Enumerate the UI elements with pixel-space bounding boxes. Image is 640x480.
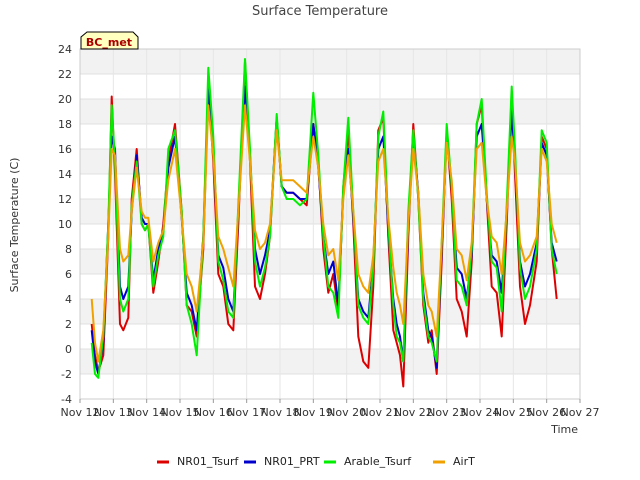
y-tick-label: -2 [61, 368, 72, 381]
x-tick-label: Nov 12 [61, 406, 100, 419]
series-layer [90, 58, 558, 388]
y-tick-label: -4 [61, 393, 72, 406]
y-tick-label: 22 [58, 68, 72, 81]
y-tick-label: 18 [58, 118, 72, 131]
x-tick-label: Nov 16 [194, 406, 233, 419]
x-axis-title: Time [550, 423, 578, 436]
series-line-arable-tsurf [90, 58, 558, 379]
y-tick-label: 24 [58, 43, 72, 56]
x-tick-label: Nov 15 [161, 406, 200, 419]
y-tick-label: 0 [65, 343, 72, 356]
chart-title: Surface Temperature [252, 4, 388, 19]
x-tick-label: Nov 21 [361, 406, 400, 419]
y-axis-title: Surface Temperature (C) [8, 158, 21, 293]
x-tick-label: Nov 25 [494, 406, 533, 419]
y-tick-label: 2 [65, 318, 72, 331]
x-tick-label: Nov 24 [461, 406, 500, 419]
plot-band [80, 149, 580, 174]
station-badge: BC_met [80, 31, 139, 50]
y-tick-label: 14 [58, 168, 72, 181]
x-tick-label: Nov 27 [561, 406, 600, 419]
plot-band [80, 299, 580, 324]
station-badge-box [80, 31, 139, 50]
x-tick-label: Nov 18 [261, 406, 300, 419]
legend-label: Arable_Tsurf [344, 455, 412, 468]
plot-band [80, 349, 580, 374]
plot-band [80, 99, 580, 124]
station-badge-label: BC_met [86, 36, 132, 49]
series-line-airt [90, 104, 558, 363]
x-tick-label: Nov 26 [527, 406, 566, 419]
y-tick-label: 16 [58, 143, 72, 156]
legend-label: NR01_Tsurf [177, 455, 239, 468]
x-tick-label: Nov 23 [427, 406, 466, 419]
legend-label: AirT [453, 455, 475, 468]
x-tick-label: Nov 14 [127, 406, 166, 419]
x-tick-label: Nov 13 [94, 406, 133, 419]
y-tick-label: 10 [58, 218, 72, 231]
y-tick-label: 6 [65, 268, 72, 281]
y-tick-label: 4 [65, 293, 72, 306]
x-tick-label: Nov 20 [327, 406, 366, 419]
x-tick-label: Nov 22 [394, 406, 433, 419]
y-tick-label: 8 [65, 243, 72, 256]
plot-band [80, 49, 580, 74]
x-tick-label: Nov 17 [227, 406, 266, 419]
y-tick-label: 20 [58, 93, 72, 106]
legend-label: NR01_PRT [264, 455, 320, 468]
y-tick-label: 12 [58, 193, 72, 206]
x-tick-label: Nov 19 [294, 406, 333, 419]
legend: NR01_Tsurf NR01_PRT Arable_Tsurf AirT [157, 455, 475, 468]
plot-frame [79, 48, 581, 400]
